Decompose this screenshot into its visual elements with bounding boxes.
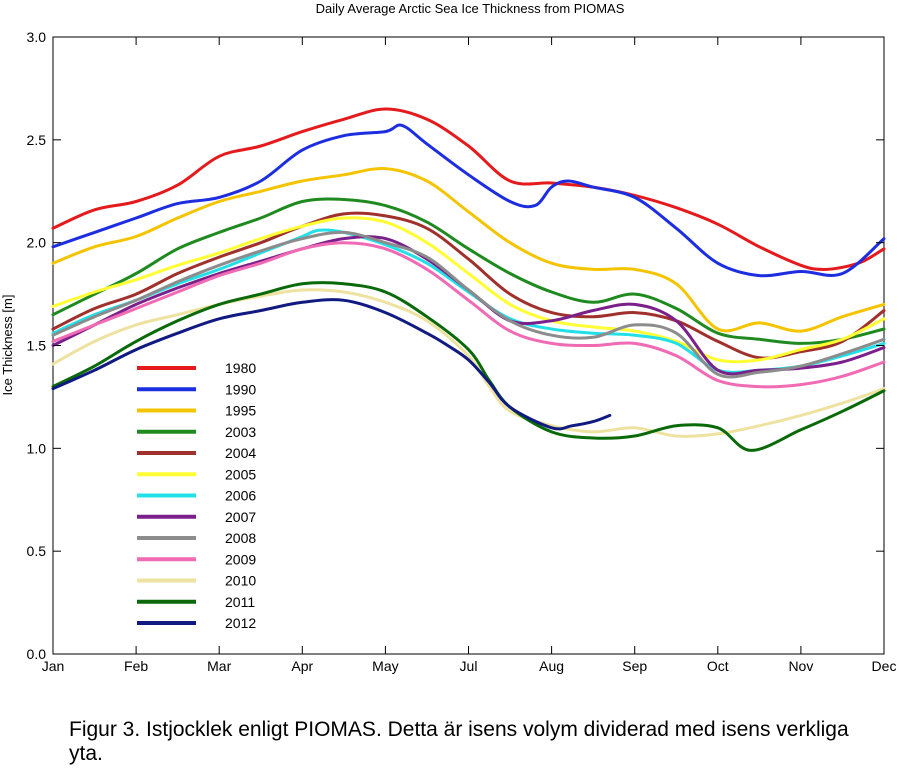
- y-tick-label: 2.5: [27, 132, 47, 148]
- legend-label-2012: 2012: [225, 615, 256, 631]
- series-line-2011: [51, 281, 886, 452]
- series-line-1980: [51, 107, 886, 271]
- x-tick-label: Dec: [872, 658, 897, 674]
- legend-label-2006: 2006: [225, 488, 256, 504]
- y-axis-label: Ice Thickness [m]: [0, 295, 15, 396]
- y-tick-label: 1.5: [27, 338, 47, 354]
- x-tick-label: Feb: [124, 658, 148, 674]
- legend-box: [132, 360, 272, 638]
- series-line-2009: [51, 241, 886, 389]
- legend-label-2011: 2011: [225, 594, 255, 610]
- x-tick-label: Aug: [539, 658, 564, 674]
- series-line-2003: [51, 197, 886, 345]
- figure-caption: Figur 3. Istjocklek enligt PIOMAS. Detta…: [69, 718, 849, 765]
- series-line-2005: [51, 216, 886, 364]
- legend-label-2007: 2007: [225, 509, 256, 525]
- x-tick-label: May: [372, 658, 398, 674]
- y-tick-label: 2.0: [27, 235, 47, 251]
- x-tick-label: Jan: [42, 658, 65, 674]
- series-line-1990: [51, 123, 886, 278]
- axes-layer: 0.0 0.5 1.0 1.5 2.0 2.5 3.0 Jan Feb Mar Apr May Jul A…: [27, 29, 897, 674]
- legend-label-1995: 1995: [225, 403, 256, 419]
- chart-title: Daily Average Arctic Sea Ice Thickness f…: [316, 1, 625, 16]
- y-tick-label: 1.0: [27, 440, 47, 456]
- legend-label-2009: 2009: [225, 551, 256, 567]
- y-tick-label: 0.0: [27, 646, 47, 662]
- series-layer: [51, 107, 886, 452]
- series-line-2008: [51, 230, 886, 379]
- x-tick-label: Sep: [622, 658, 647, 674]
- chart: Daily Average Arctic Sea Ice Thickness f…: [0, 1, 897, 674]
- series-line-1995: [51, 166, 886, 333]
- legend-label-2003: 2003: [225, 424, 256, 440]
- legend-label-2008: 2008: [225, 530, 256, 546]
- y-tick-label: 0.5: [27, 543, 47, 559]
- x-tick-label: Apr: [291, 658, 313, 674]
- x-tick-label: Mar: [207, 658, 231, 674]
- series-line-2004: [51, 211, 886, 360]
- x-tick-label: Oct: [707, 658, 729, 674]
- x-tick-label: Nov: [788, 658, 813, 674]
- legend-label-2010: 2010: [225, 573, 256, 589]
- x-tick-label: Jul: [460, 658, 478, 674]
- y-tick-label: 3.0: [27, 29, 47, 45]
- legend-label-2004: 2004: [225, 445, 256, 461]
- legend-label-2005: 2005: [225, 466, 256, 482]
- series-line-2007: [51, 235, 886, 376]
- series-line-2012: [51, 298, 612, 431]
- legend-label-1980: 1980: [225, 360, 256, 376]
- legend: 1980 1990 1995 2003 2004 2005 2006 2007 2008 2009…: [132, 360, 272, 638]
- legend-label-1990: 1990: [225, 381, 256, 397]
